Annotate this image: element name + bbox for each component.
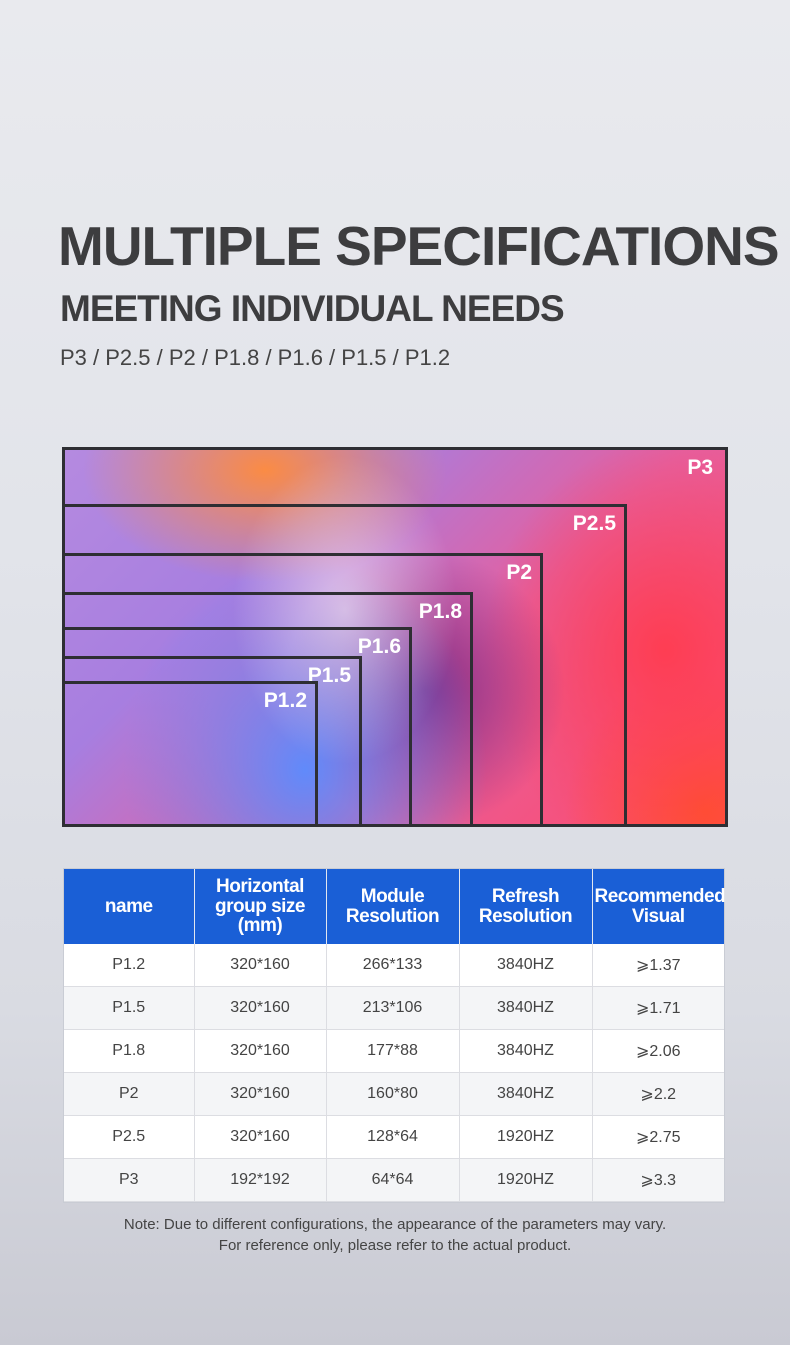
cell-module-resolution: 128*64 xyxy=(326,1115,460,1159)
pitch-box-p1-8: P1.8 xyxy=(65,592,473,824)
cell-name: P1.8 xyxy=(64,1029,195,1073)
table-row: P2.5 320*160 128*64 1920HZ ⩾2.75 xyxy=(64,1115,724,1159)
header-horizontal-group-size: Horizontal group size (mm) xyxy=(194,869,327,944)
table-header-row: name Horizontal group size (mm) Module R… xyxy=(64,869,726,944)
cell-refresh: 3840HZ xyxy=(459,1072,593,1116)
cell-name: P1.5 xyxy=(64,986,195,1030)
disclaimer-note: Note: Due to different configurations, t… xyxy=(0,1214,790,1256)
spec-list: P3 / P2.5 / P2 / P1.8 / P1.6 / P1.5 / P1… xyxy=(60,345,451,370)
pitch-box-p1-2: P1.2 xyxy=(65,681,318,824)
cell-visual: ⩾2.06 xyxy=(592,1029,724,1073)
note-line-1: Note: Due to different configurations, t… xyxy=(123,1216,667,1233)
table-row: P3 192*192 64*64 1920HZ ⩾3.3 xyxy=(64,1158,724,1202)
pitch-box-p1-6: P1.6 xyxy=(65,627,412,824)
page-title: MULTIPLE SPECIFICATIONS xyxy=(58,215,780,277)
cell-refresh: 3840HZ xyxy=(459,944,593,987)
cell-visual: ⩾2.2 xyxy=(592,1072,724,1116)
table-row: P2 320*160 160*80 3840HZ ⩾2.2 xyxy=(64,1072,724,1116)
cell-name: P1.2 xyxy=(64,944,195,987)
header-name: name xyxy=(64,869,195,944)
pitch-box-label: P2.5 xyxy=(572,512,616,535)
cell-visual: ⩾1.37 xyxy=(592,944,724,987)
cell-visual: ⩾1.71 xyxy=(592,986,724,1030)
cell-group-size: 320*160 xyxy=(194,944,327,987)
cell-refresh: 1920HZ xyxy=(459,1115,593,1159)
cell-visual: ⩾3.3 xyxy=(592,1158,724,1202)
cell-refresh: 1920HZ xyxy=(459,1158,593,1202)
screen-label-p3: P3 xyxy=(687,456,713,479)
cell-module-resolution: 64*64 xyxy=(326,1158,460,1202)
cell-visual: ⩾2.75 xyxy=(592,1115,724,1159)
cell-name: P2 xyxy=(64,1072,195,1116)
specification-table: name Horizontal group size (mm) Module R… xyxy=(64,869,726,1202)
note-line-2: For reference only, please refer to the … xyxy=(218,1237,572,1254)
cell-module-resolution: 160*80 xyxy=(326,1072,460,1116)
pitch-box-p1-5: P1.5 xyxy=(65,656,362,824)
cell-refresh: 3840HZ xyxy=(459,986,593,1030)
pitch-box-label: P1.8 xyxy=(418,600,462,623)
cell-module-resolution: 177*88 xyxy=(326,1029,460,1073)
cell-name: P3 xyxy=(64,1158,195,1202)
cell-group-size: 192*192 xyxy=(194,1158,327,1202)
cell-group-size: 320*160 xyxy=(194,986,327,1030)
pitch-box-p2: P2 xyxy=(65,553,543,824)
pixel-pitch-screen-illustration: P3 P2.5 P2 P1.8 P1.6 P1.5 P1.2 xyxy=(62,447,728,827)
cell-group-size: 320*160 xyxy=(194,1029,327,1073)
pitch-box-p2-5: P2.5 xyxy=(65,504,627,824)
table-row: P1.5 320*160 213*106 3840HZ ⩾1.71 xyxy=(64,986,724,1030)
header-module-resolution: Module Resolution xyxy=(326,869,460,944)
cell-module-resolution: 266*133 xyxy=(326,944,460,987)
header-refresh-resolution: Refresh Resolution xyxy=(459,869,593,944)
table-row: P1.2 320*160 266*133 3840HZ ⩾1.37 xyxy=(64,944,724,987)
pitch-box-label: P1.6 xyxy=(357,635,401,658)
cell-group-size: 320*160 xyxy=(194,1115,327,1159)
pitch-box-label: P2 xyxy=(506,561,532,584)
page-subtitle: MEETING INDIVIDUAL NEEDS xyxy=(60,288,565,329)
table-row: P1.8 320*160 177*88 3840HZ ⩾2.06 xyxy=(64,1029,724,1073)
header-recommended-visual: Recommended Visual xyxy=(592,869,726,944)
cell-refresh: 3840HZ xyxy=(459,1029,593,1073)
cell-module-resolution: 213*106 xyxy=(326,986,460,1030)
pitch-box-label: P1.5 xyxy=(307,664,351,687)
pitch-box-label: P1.2 xyxy=(263,689,307,712)
cell-name: P2.5 xyxy=(64,1115,195,1159)
cell-group-size: 320*160 xyxy=(194,1072,327,1116)
